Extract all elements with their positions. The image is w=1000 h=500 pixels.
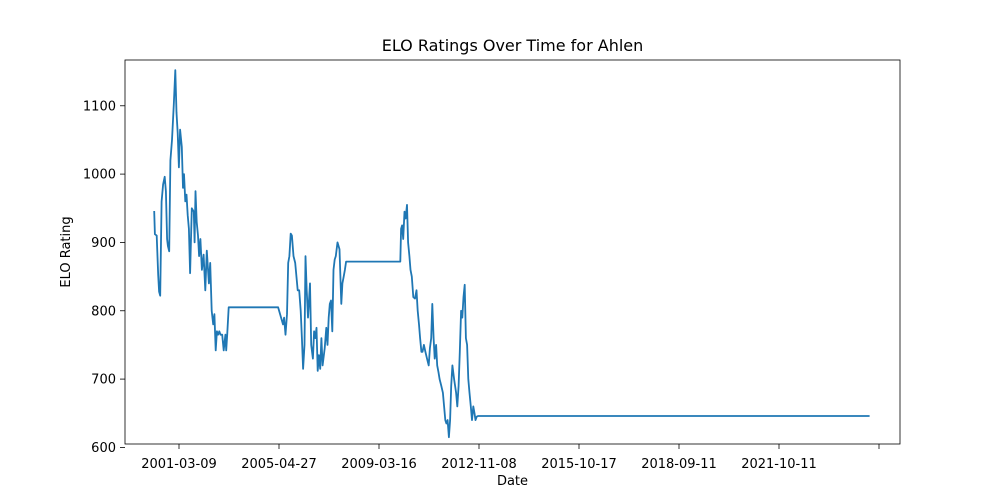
x-tick-label: 2001-03-09 — [141, 457, 217, 472]
y-tick-label: 1000 — [83, 168, 116, 183]
x-tick-label: 2009-03-16 — [341, 457, 417, 472]
x-tick-label: 2015-10-17 — [541, 457, 617, 472]
series-line-elo — [153, 69, 870, 439]
y-axis: 600 700 800 900 1000 1100 — [83, 99, 125, 456]
x-tick-label: 2012-11-08 — [441, 457, 517, 472]
x-tick-label: 2005-04-27 — [241, 457, 317, 472]
x-axis-label: Date — [497, 474, 528, 489]
y-tick-label: 1100 — [83, 99, 116, 114]
y-tick-label: 800 — [91, 304, 116, 319]
x-tick-label: 2021-10-11 — [741, 457, 817, 472]
y-tick-label: 600 — [91, 441, 116, 456]
y-axis-label: ELO Rating — [59, 216, 74, 287]
plot-frame — [124, 59, 901, 445]
x-tick-label: 2018-09-11 — [641, 457, 717, 472]
plot-area — [124, 59, 901, 445]
chart-title: ELO Ratings Over Time for Ahlen — [382, 36, 644, 55]
x-axis: 2001-03-09 2005-04-27 2009-03-16 2012-11-08… — [141, 444, 880, 472]
y-tick-label: 700 — [91, 373, 116, 388]
y-tick-label: 900 — [91, 236, 116, 251]
